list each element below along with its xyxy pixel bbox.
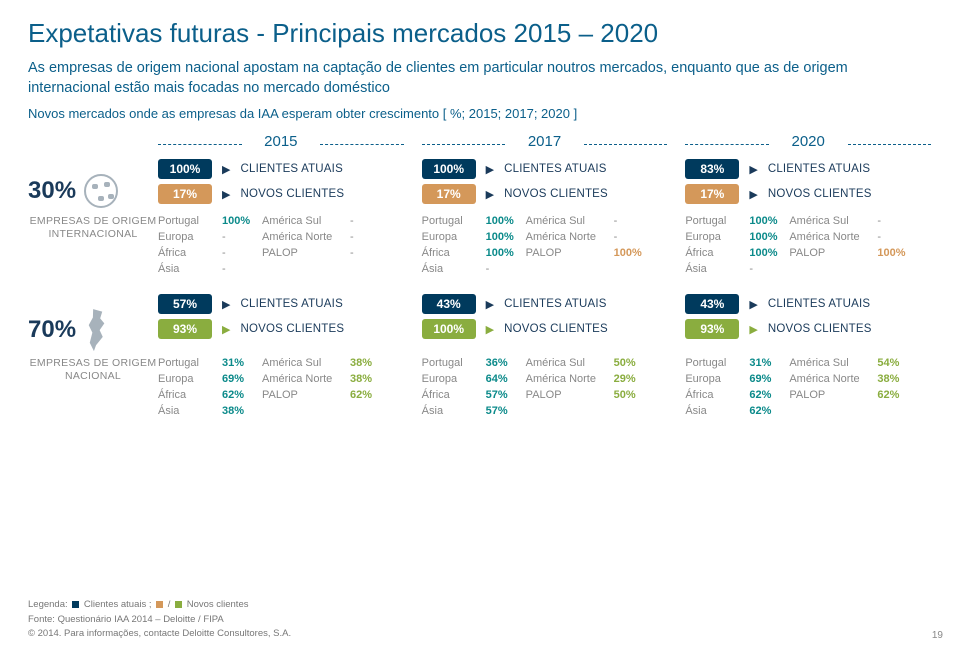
nac-pills-row: 70% 57%▶CLIENTES ATUAIS 93%▶NOVOS CLIENT… [28,289,931,351]
nac-y15-grid: Portugal31%América Sul38% Europa69%Améri… [158,357,404,417]
year-2015: 2015 [158,133,404,154]
intl-y17-ca-pill: 100% [422,159,476,179]
nac-y15-nc-pill: 93% [158,319,212,339]
intl-y20-ca-pill: 83% [685,159,739,179]
nac-share: 70% [28,316,76,344]
intl-pills-row: 30% 100% ▶ CLIENTES ATUAIS 17% ▶ NOVOS CLIEN… [28,154,931,209]
year-2020: 2020 [685,133,931,154]
intl-y20-grid: Portugal100%América Sul- Europa100%Améri… [685,215,931,275]
nac-y17-nc-pill: 100% [422,319,476,339]
arrow-icon: ▶ [749,323,757,336]
arrow-icon: ▶ [749,188,757,201]
arrow-icon: ▶ [222,163,230,176]
nac-y17-grid: Portugal36%América Sul50% Europa64%Améri… [422,357,668,417]
globe-icon [84,174,118,208]
intl-y15-ca-pill: 100% [158,159,212,179]
nac-regions-row: EMPRESAS DE ORIGEM NACIONAL Portugal31%A… [28,357,931,417]
intl-y15-grid: Portugal100%América Sul- Europa-América … [158,215,404,275]
page-number: 19 [932,630,943,641]
intl-y20-nc-pill: 17% [685,184,739,204]
intl-label: EMPRESAS DE ORIGEM INTERNACIONAL [28,215,158,240]
fonte-line: Fonte: Questionário IAA 2014 – Deloitte … [28,613,291,627]
square-icon [72,601,79,608]
intl-share: 30% [28,177,76,205]
arrow-icon: ▶ [486,298,494,311]
arrow-icon: ▶ [486,188,494,201]
context-line: Novos mercados onde as empresas da IAA e… [28,106,931,121]
ca-label: CLIENTES ATUAIS [240,163,342,175]
intl-y17-grid: Portugal100%América Sul- Europa100%Améri… [422,215,668,275]
copyright-line: © 2014. Para informações, contacte Deloi… [28,627,291,641]
nac-y20-ca-pill: 43% [685,294,739,314]
nac-y20-nc-pill: 93% [685,319,739,339]
nac-y17-ca-pill: 43% [422,294,476,314]
legend-line: Legenda: Clientes atuais ; / Novos clien… [28,598,291,612]
arrow-icon: ▶ [486,323,494,336]
arrow-icon: ▶ [749,163,757,176]
nac-label: EMPRESAS DE ORIGEM NACIONAL [28,357,158,382]
arrow-icon: ▶ [222,298,230,311]
square-icon [156,601,163,608]
arrow-icon: ▶ [222,188,230,201]
page-subtitle: As empresas de origem nacional apostam n… [28,59,931,98]
footer: Legenda: Clientes atuais ; / Novos clien… [28,598,291,641]
nc-label: NOVOS CLIENTES [240,188,344,200]
arrow-icon: ▶ [749,298,757,311]
nac-y15-ca-pill: 57% [158,294,212,314]
year-headers: 2015 2017 2020 [28,133,931,154]
arrow-icon: ▶ [486,163,494,176]
square-icon [175,601,182,608]
intl-regions-row: EMPRESAS DE ORIGEM INTERNACIONAL Portuga… [28,215,931,275]
intl-y15-nc-pill: 17% [158,184,212,204]
year-2017: 2017 [422,133,668,154]
page-title: Expetativas futuras - Principais mercado… [28,18,931,49]
arrow-icon: ▶ [222,323,230,336]
intl-y17-nc-pill: 17% [422,184,476,204]
nac-y20-grid: Portugal31%América Sul54% Europa69%Améri… [685,357,931,417]
portugal-icon [84,309,110,351]
